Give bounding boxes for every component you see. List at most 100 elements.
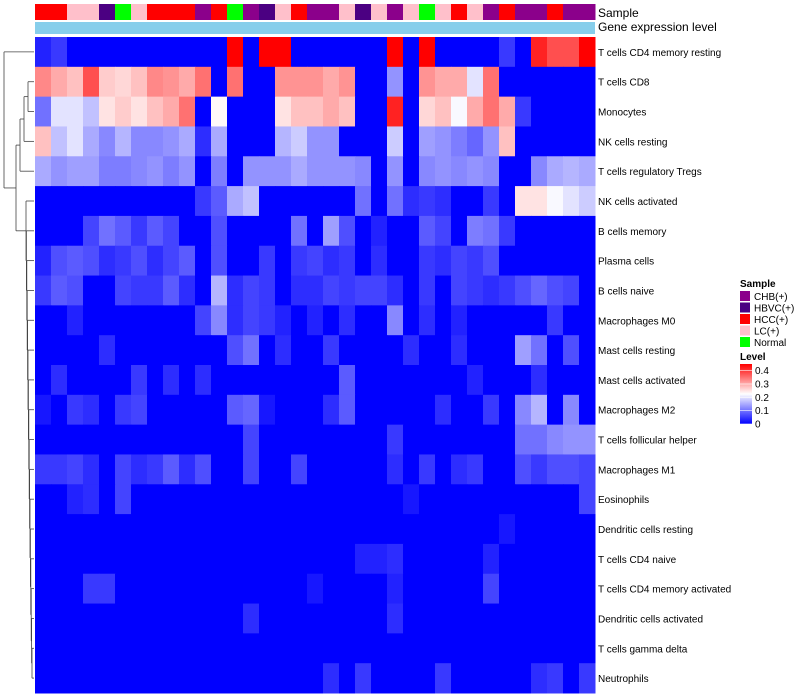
heatmap-cell bbox=[579, 365, 596, 396]
heatmap-cell bbox=[307, 37, 324, 68]
sample-annotation-cell bbox=[323, 4, 340, 20]
heatmap-cell bbox=[211, 394, 228, 426]
heatmap-cell bbox=[259, 215, 276, 247]
heatmap-cell bbox=[531, 603, 548, 634]
heatmap-cell bbox=[563, 394, 580, 426]
heatmap-cell bbox=[323, 484, 340, 515]
heatmap-cell bbox=[339, 275, 356, 306]
heatmap-cell bbox=[51, 186, 68, 217]
heatmap-cell bbox=[323, 365, 340, 396]
heatmap-cell bbox=[259, 394, 276, 426]
heatmap-cell bbox=[371, 603, 388, 634]
heatmap-cell bbox=[563, 186, 580, 217]
heatmap-cell bbox=[147, 215, 164, 247]
heatmap-cell bbox=[467, 543, 484, 575]
heatmap-cell bbox=[67, 305, 84, 336]
heatmap-cell bbox=[195, 245, 212, 277]
heatmap-cell bbox=[99, 66, 116, 98]
heatmap-cell bbox=[467, 96, 484, 127]
heatmap-cell bbox=[563, 365, 580, 396]
heatmap-cell bbox=[195, 275, 212, 306]
heatmap-cell bbox=[243, 245, 260, 277]
heatmap-cell bbox=[115, 543, 132, 575]
heatmap-cell bbox=[467, 663, 484, 694]
heatmap-cell bbox=[323, 305, 340, 336]
heatmap-cell bbox=[371, 484, 388, 515]
heatmap-cell bbox=[307, 394, 324, 426]
heatmap-cell bbox=[435, 126, 452, 157]
heatmap-cell bbox=[339, 186, 356, 217]
heatmap-cell bbox=[291, 215, 308, 247]
heatmap-cell bbox=[163, 603, 180, 634]
heatmap-cell bbox=[467, 484, 484, 515]
heatmap-cell bbox=[179, 275, 196, 306]
heatmap-cell bbox=[67, 394, 84, 426]
heatmap-cell bbox=[99, 215, 116, 247]
heatmap-cell bbox=[515, 514, 532, 545]
heatmap-cell bbox=[563, 514, 580, 545]
heatmap-cell bbox=[243, 215, 260, 247]
heatmap-cell bbox=[451, 543, 468, 575]
heatmap-cell bbox=[403, 215, 420, 247]
heatmap-cell bbox=[291, 96, 308, 127]
heatmap-cell bbox=[435, 66, 452, 98]
heatmap-cell bbox=[227, 603, 244, 634]
heatmap-cell bbox=[131, 603, 148, 634]
heatmap-cell bbox=[483, 37, 500, 68]
heatmap-cell bbox=[179, 394, 196, 426]
heatmap-cell bbox=[355, 573, 372, 605]
heatmap-cell bbox=[131, 275, 148, 306]
heatmap-cell bbox=[403, 514, 420, 545]
heatmap-cell bbox=[515, 424, 532, 455]
heatmap-cell bbox=[387, 543, 404, 575]
heatmap-cell bbox=[435, 186, 452, 217]
heatmap-cell bbox=[323, 126, 340, 157]
heatmap-cell bbox=[467, 573, 484, 605]
heatmap-cell bbox=[179, 37, 196, 68]
heatmap-cell bbox=[515, 454, 532, 485]
heatmap-cell bbox=[483, 305, 500, 336]
heatmap-cell bbox=[579, 543, 596, 575]
heatmap-cell bbox=[307, 156, 324, 187]
heatmap-cell bbox=[259, 365, 276, 396]
heatmap-cell bbox=[67, 573, 84, 605]
heatmap-cell bbox=[83, 37, 100, 68]
heatmap-cell bbox=[355, 305, 372, 336]
heatmap-cell bbox=[499, 543, 516, 575]
heatmap-cell bbox=[467, 66, 484, 98]
heatmap-cell bbox=[35, 37, 52, 68]
heatmap-cell bbox=[83, 454, 100, 485]
heatmap-cell bbox=[243, 573, 260, 605]
heatmap-cell bbox=[259, 245, 276, 277]
heatmap-cell bbox=[355, 424, 372, 455]
heatmap-cell bbox=[371, 245, 388, 277]
heatmap-cell bbox=[211, 186, 228, 217]
heatmap-cell bbox=[355, 335, 372, 366]
sample-legend-swatch bbox=[740, 291, 750, 301]
heatmap-cell bbox=[467, 365, 484, 396]
heatmap-cell bbox=[115, 96, 132, 127]
heatmap-cell bbox=[307, 543, 324, 575]
heatmap-cell bbox=[147, 454, 164, 485]
heatmap-cell bbox=[275, 96, 292, 127]
heatmap-cell bbox=[51, 514, 68, 545]
heatmap-cell bbox=[531, 245, 548, 277]
heatmap-cell bbox=[307, 305, 324, 336]
heatmap-cell bbox=[99, 275, 116, 306]
heatmap-cell bbox=[51, 305, 68, 336]
heatmap-cell bbox=[243, 514, 260, 545]
heatmap-cell bbox=[467, 454, 484, 485]
heatmap-cell bbox=[403, 603, 420, 634]
heatmap-cell bbox=[403, 543, 420, 575]
heatmap-cell bbox=[67, 454, 84, 485]
heatmap-cell bbox=[83, 275, 100, 306]
heatmap-cell bbox=[147, 394, 164, 426]
heatmap-cell bbox=[419, 335, 436, 366]
heatmap-cell bbox=[131, 126, 148, 157]
heatmap-cell bbox=[531, 186, 548, 217]
heatmap-cell bbox=[227, 573, 244, 605]
sample-annotation-cell bbox=[451, 4, 468, 20]
sample-annotation-cell bbox=[499, 4, 516, 20]
heatmap-cell bbox=[467, 186, 484, 217]
heatmap-cell bbox=[115, 514, 132, 545]
